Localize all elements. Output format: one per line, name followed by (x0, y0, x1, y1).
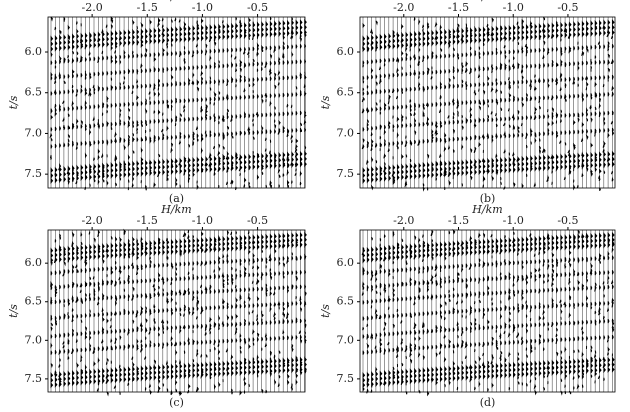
y-tick-label: 6.5 (25, 86, 43, 99)
plot-frame (47, 16, 306, 189)
y-tick-label: 7.5 (337, 372, 355, 385)
wiggle-panel: -2.0 -1.5 -1.0 -0.5 6.0 6.5 7.0 7.5 H/km t/s (b) (319, 0, 616, 205)
y-axis-label: t/s (319, 95, 332, 109)
wiggle-panel: -2.0 -1.5 -1.0 -0.5 6.0 6.5 7.0 7.5 H/km t/s (a) (7, 0, 307, 205)
x-tick-label: -1.0 (192, 1, 213, 14)
y-tick-label: 7.5 (337, 167, 355, 180)
plot-frame (359, 229, 616, 393)
x-tick-label: -1.5 (448, 1, 469, 14)
x-tick-label: -1.0 (503, 214, 524, 227)
x-tick-label: -2.0 (82, 214, 103, 227)
x-tick-label: -0.5 (247, 214, 268, 227)
x-tick-label: -0.5 (557, 1, 578, 14)
trace-peaks (361, 228, 615, 397)
y-axis-label: t/s (7, 304, 20, 318)
x-tick-label: -0.5 (247, 1, 268, 14)
x-tick-label: -1.0 (192, 214, 213, 227)
x-tick-label: -1.5 (448, 214, 469, 227)
panel-label: (d) (480, 396, 496, 409)
y-tick-label: 7.0 (25, 333, 43, 346)
y-tick-label: 7.5 (25, 372, 43, 385)
wiggle-panel: -2.0 -1.5 -1.0 -0.5 6.0 6.5 7.0 7.5 H/km t/s (d) (319, 203, 616, 409)
x-tick-label: -2.0 (393, 1, 414, 14)
plot-frame (359, 16, 616, 189)
trace-peaks (49, 16, 307, 191)
y-tick-label: 6.5 (337, 295, 355, 308)
y-tick-label: 6.0 (25, 256, 43, 269)
x-tick-label: -2.0 (82, 1, 103, 14)
panel-label: (b) (480, 192, 496, 205)
x-tick-label: -2.0 (393, 214, 414, 227)
y-tick-label: 7.0 (25, 126, 43, 139)
x-tick-label: -1.5 (137, 214, 158, 227)
y-tick-label: 7.0 (337, 126, 355, 139)
y-tick-label: 7.5 (25, 167, 43, 180)
y-tick-label: 6.5 (337, 86, 355, 99)
trace-peaks (50, 228, 307, 397)
y-axis-label: t/s (7, 95, 20, 109)
y-axis-label: t/s (319, 304, 332, 318)
y-tick-label: 6.0 (337, 45, 355, 58)
wiggle-panel: -2.0 -1.5 -1.0 -0.5 6.0 6.5 7.0 7.5 H/km t/s (c) (7, 203, 307, 409)
plot-frame (47, 229, 306, 393)
x-axis-label: H/km (471, 0, 502, 3)
y-tick-label: 6.0 (25, 45, 43, 58)
y-tick-label: 6.0 (337, 256, 355, 269)
y-tick-label: 7.0 (337, 333, 355, 346)
y-tick-label: 6.5 (25, 295, 43, 308)
x-axis-label: H/km (160, 0, 191, 3)
panel-label: (a) (169, 192, 184, 205)
trace-peaks (361, 16, 615, 192)
x-axis-label: H/km (160, 203, 191, 216)
x-axis-label: H/km (471, 203, 502, 216)
x-tick-label: -1.0 (503, 1, 524, 14)
x-tick-label: -0.5 (557, 214, 578, 227)
panel-label: (c) (169, 396, 184, 409)
x-tick-label: -1.5 (137, 1, 158, 14)
